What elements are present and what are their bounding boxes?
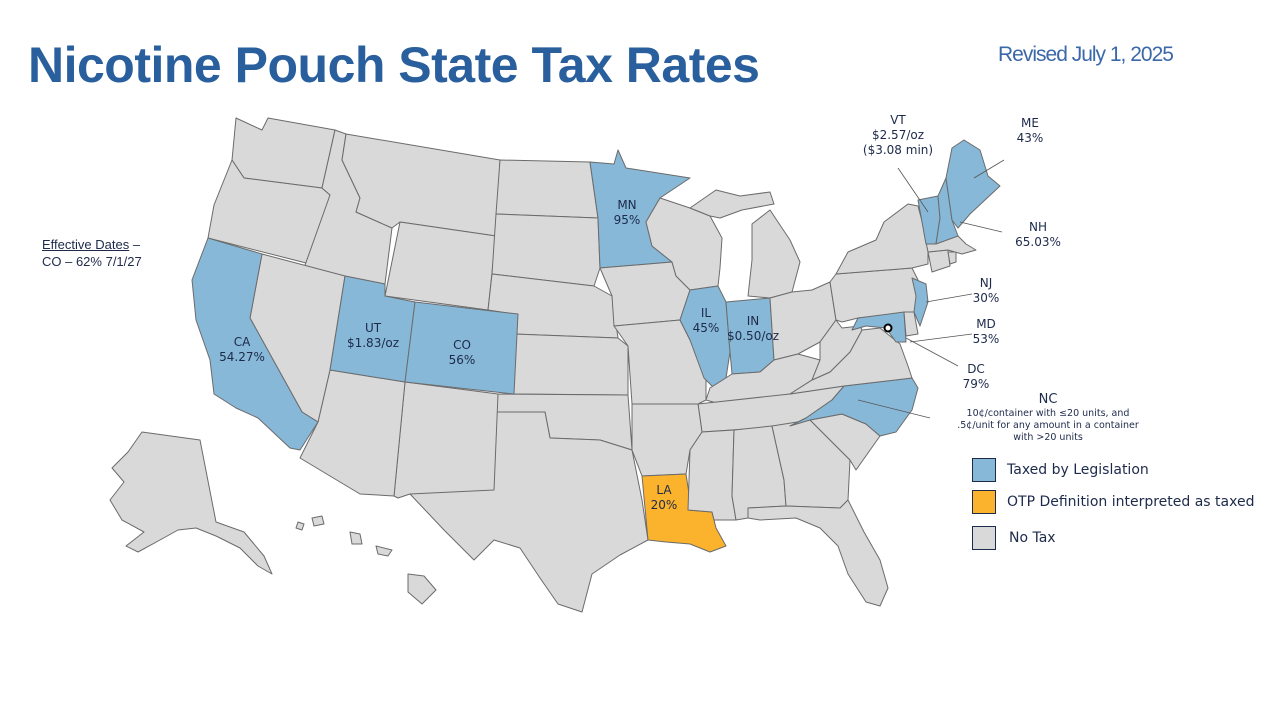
state-hi-5[interactable] xyxy=(407,573,437,605)
state-co[interactable] xyxy=(404,301,519,395)
state-ri[interactable] xyxy=(947,251,957,265)
state-hi-1[interactable] xyxy=(295,521,305,531)
label-me-rate: 43% xyxy=(1016,131,1044,145)
state-ms[interactable] xyxy=(687,429,737,521)
legend-label-taxed: Taxed by Legislation xyxy=(1007,462,1149,478)
legend-swatch-otp xyxy=(972,490,996,514)
state-hi-3[interactable] xyxy=(349,531,363,545)
label-vt-min: ($3.08 min) xyxy=(862,143,934,157)
label-in-rate: $0.50/oz xyxy=(726,329,780,343)
label-md: MD 53% xyxy=(966,317,1006,347)
state-mi-upper[interactable] xyxy=(689,189,775,219)
state-nj[interactable] xyxy=(911,277,929,327)
legend-label-no-tax: No Tax xyxy=(1009,530,1056,546)
label-nh-rate: 65.03% xyxy=(1015,235,1061,249)
state-wa[interactable] xyxy=(231,117,336,189)
legend-swatch-taxed xyxy=(972,458,996,482)
state-fl[interactable] xyxy=(747,499,889,607)
state-me[interactable] xyxy=(945,139,1001,229)
label-nh-name: NH xyxy=(1029,220,1047,234)
state-ny[interactable] xyxy=(835,203,929,275)
label-in: IN $0.50/oz xyxy=(720,314,786,344)
state-wi[interactable] xyxy=(645,197,723,291)
label-la-rate: 20% xyxy=(650,498,678,512)
state-ak[interactable] xyxy=(109,431,273,575)
label-mn-rate: 95% xyxy=(613,213,641,227)
label-me: ME 43% xyxy=(1006,116,1054,146)
state-hi-4[interactable] xyxy=(375,545,393,557)
label-ut-rate: $1.83/oz xyxy=(346,336,400,350)
label-co: CO 56% xyxy=(430,338,494,368)
label-in-name: IN xyxy=(746,314,760,328)
label-dc-name: DC xyxy=(967,362,985,376)
label-nc-name: NC xyxy=(1038,392,1058,407)
effective-dates-note: Effective Dates – CO – 62% 7/1/27 xyxy=(42,236,142,270)
state-ca[interactable] xyxy=(191,237,319,451)
label-ca-rate: 54.27% xyxy=(219,350,265,364)
state-nd[interactable] xyxy=(495,159,599,219)
state-ct[interactable] xyxy=(927,249,951,273)
label-nc-rate-line-1: 10¢/container with ≤20 units, and xyxy=(966,408,1130,419)
legend-swatch-no-tax xyxy=(972,526,996,550)
label-nj-name: NJ xyxy=(979,276,993,290)
label-co-rate: 56% xyxy=(448,353,476,367)
label-la: LA 20% xyxy=(642,483,686,513)
leader-lines xyxy=(857,159,1005,419)
state-wv[interactable] xyxy=(811,319,863,381)
label-nc-rate-line-3: with >20 units xyxy=(1013,432,1083,443)
label-ut-name: UT xyxy=(364,321,382,335)
label-dc: DC 79% xyxy=(956,362,996,392)
revised-date: Revised July 1, 2025 xyxy=(998,43,1174,66)
state-ar[interactable] xyxy=(631,403,703,477)
effective-dates-co: CO – 62% 7/1/27 xyxy=(42,254,142,269)
effective-dates-heading: Effective Dates xyxy=(42,237,130,252)
label-vt-name: VT xyxy=(890,113,906,127)
label-la-name: LA xyxy=(656,483,672,497)
label-me-name: ME xyxy=(1021,116,1039,130)
state-ks[interactable] xyxy=(513,333,629,396)
label-ca-name: CA xyxy=(233,335,251,349)
state-wy[interactable] xyxy=(384,221,497,311)
effective-dates-dash: – xyxy=(129,237,141,252)
state-mi[interactable] xyxy=(747,209,801,299)
label-nj: NJ 30% xyxy=(966,276,1006,306)
label-vt: VT $2.57/oz ($3.08 min) xyxy=(852,113,944,158)
label-dc-rate: 79% xyxy=(962,377,990,391)
state-nc[interactable] xyxy=(789,377,919,437)
label-ut: UT $1.83/oz xyxy=(338,321,408,351)
label-md-rate: 53% xyxy=(972,332,1000,346)
legend-label-otp: OTP Definition interpreted as taxed xyxy=(1007,494,1255,510)
state-hi-2[interactable] xyxy=(311,515,325,527)
label-mn-name: MN xyxy=(617,198,637,212)
label-co-name: CO xyxy=(453,338,471,352)
label-nj-rate: 30% xyxy=(972,291,1000,305)
state-de[interactable] xyxy=(903,311,919,337)
state-nm[interactable] xyxy=(393,381,499,499)
label-il: IL 45% xyxy=(686,306,726,336)
dc-marker xyxy=(883,323,893,333)
label-ca: CA 54.27% xyxy=(210,335,274,365)
state-sd[interactable] xyxy=(491,213,601,287)
label-il-name: IL xyxy=(700,306,712,320)
label-nc-rate-line-2: .5¢/unit for any amount in a container xyxy=(957,420,1139,431)
label-mn: MN 95% xyxy=(598,198,656,228)
label-nh: NH 65.03% xyxy=(1008,220,1068,250)
label-md-name: MD xyxy=(976,317,996,331)
label-il-rate: 45% xyxy=(692,321,720,335)
label-nc: NC 10¢/container with ≤20 units, and .5¢… xyxy=(940,392,1156,444)
page-title: Nicotine Pouch State Tax Rates xyxy=(28,37,760,93)
label-vt-rate: $2.57/oz xyxy=(871,128,925,142)
